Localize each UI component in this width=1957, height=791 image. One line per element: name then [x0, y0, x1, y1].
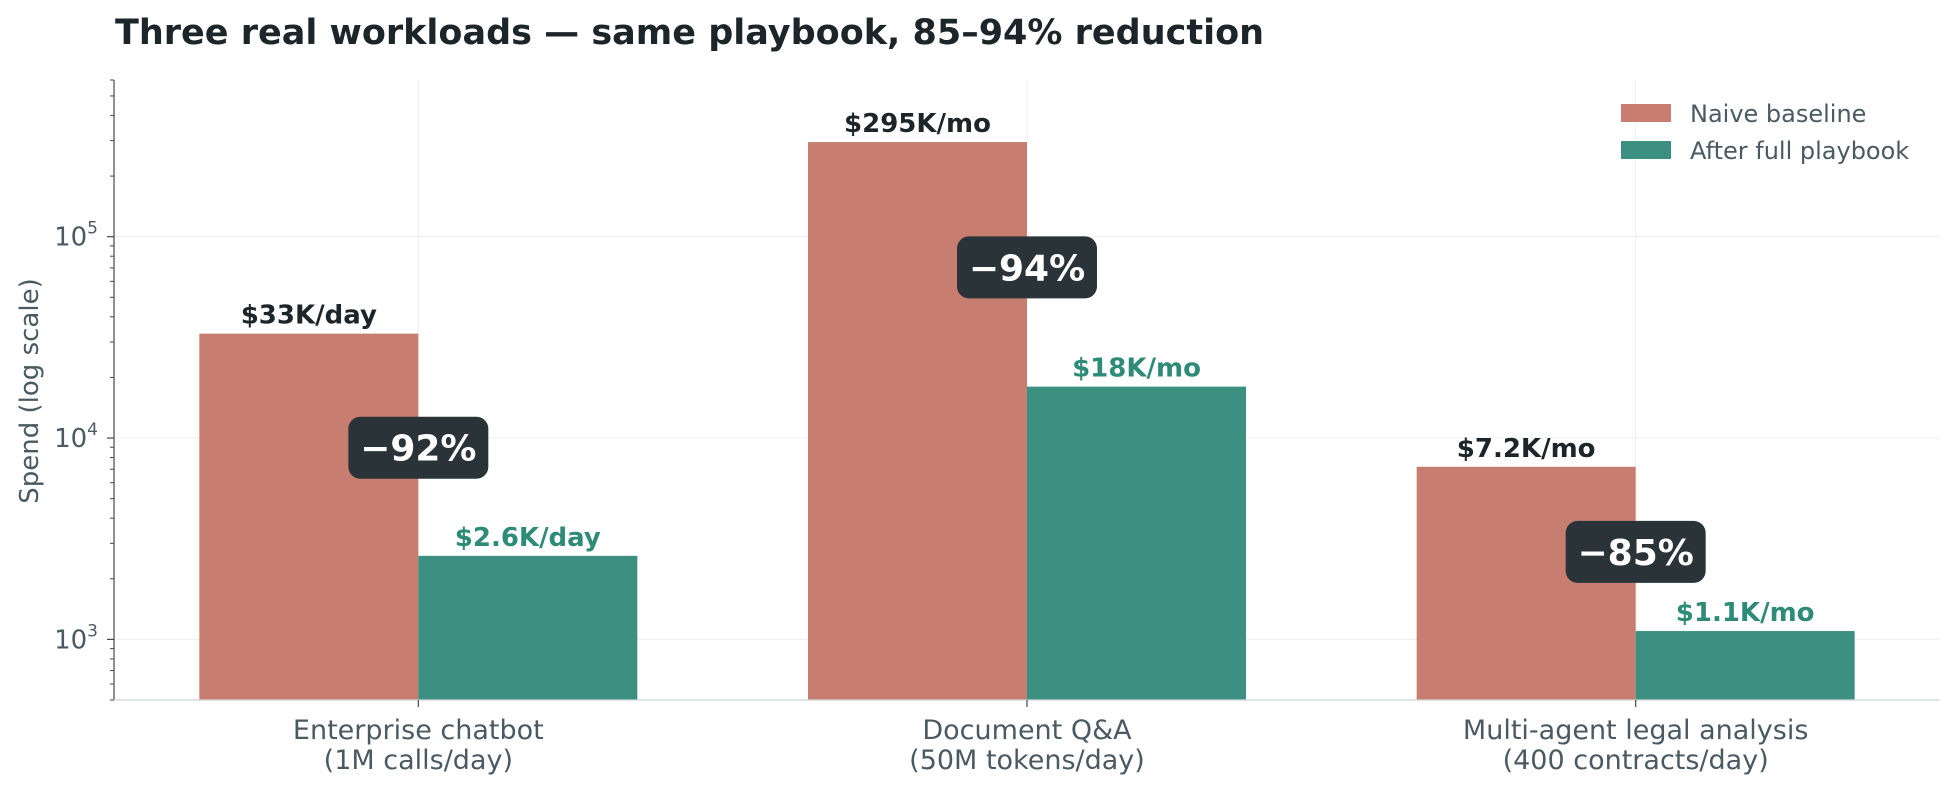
legend: Naive baseline After full playbook	[1621, 100, 1909, 165]
reduction-label: −92%	[360, 429, 476, 470]
y-tick-label: 103	[54, 621, 98, 655]
data-label-baseline: $295K/mo	[844, 109, 991, 139]
y-tick-exponent: 5	[87, 219, 98, 239]
legend-label: After full playbook	[1690, 137, 1909, 165]
bar-after	[1027, 386, 1246, 700]
y-tick-exponent: 3	[87, 621, 98, 641]
legend-swatch	[1621, 141, 1671, 159]
data-label-after: $2.6K/day	[455, 523, 601, 553]
reduction-label: −85%	[1577, 533, 1693, 574]
y-tick-base: 10	[54, 223, 87, 253]
y-tick-exponent: 4	[87, 420, 98, 440]
y-axis-label: Spend (log scale)	[15, 278, 45, 503]
reduction-badge	[348, 416, 489, 479]
reduction-badge	[1565, 520, 1706, 583]
reduction-label: −94%	[969, 248, 1085, 289]
bars	[199, 142, 1855, 701]
x-tick-label-line2: (50M tokens/day)	[909, 745, 1145, 776]
bar-baseline	[1416, 466, 1636, 700]
x-tick-label-line2: (400 contracts/day)	[1503, 745, 1769, 776]
legend-label: Naive baseline	[1690, 100, 1866, 128]
y-tick-label: 104	[54, 420, 98, 454]
data-label-after: $18K/mo	[1072, 354, 1201, 384]
x-tick-label-line1: Multi-agent legal analysis	[1463, 715, 1809, 746]
bar-after	[418, 555, 638, 700]
x-tick-label-line1: Enterprise chatbot	[293, 715, 544, 746]
data-label-baseline: $7.2K/mo	[1457, 434, 1596, 464]
bar-baseline	[199, 333, 419, 700]
x-tick-labels: Enterprise chatbot(1M calls/day) Document…	[293, 700, 1808, 776]
y-tick-base: 10	[54, 625, 87, 655]
reduction-badges: −92% −94% −85%	[348, 236, 1706, 583]
data-label-baseline: $33K/day	[241, 301, 377, 331]
chart-title: Three real workloads — same playbook, 85…	[115, 13, 1264, 53]
bar-after	[1635, 631, 1855, 700]
bar-baseline	[808, 142, 1027, 701]
x-tick-label-line1: Document Q&A	[922, 715, 1132, 746]
value-labels: $33K/day $295K/mo $7.2K/mo $2.6K/day $18K/mo…	[241, 109, 1815, 628]
reduction-badge	[957, 236, 1097, 299]
x-tick-label-line2: (1M calls/day)	[324, 745, 513, 776]
data-label-after: $1.1K/mo	[1676, 598, 1815, 628]
legend-swatch	[1621, 104, 1671, 122]
y-tick-base: 10	[54, 424, 87, 454]
y-tick-label: 105	[54, 219, 98, 253]
